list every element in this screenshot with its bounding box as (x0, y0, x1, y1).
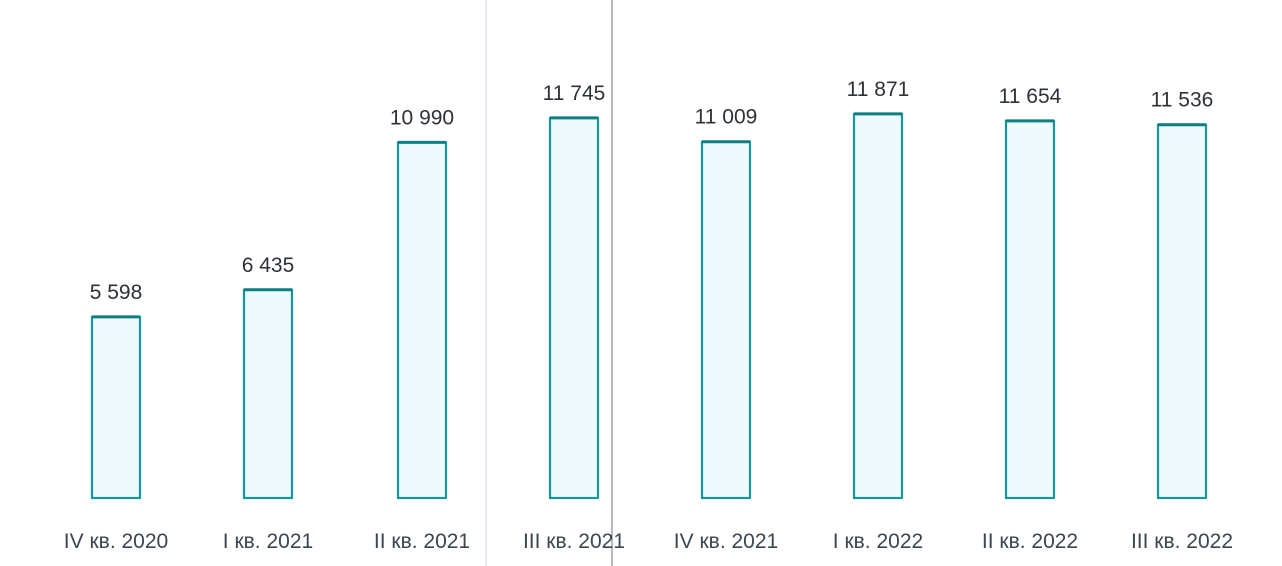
data-label-5: 11 009 (695, 106, 758, 129)
bar-7 (1006, 121, 1054, 498)
x-tick-label-8: III кв. 2022 (1131, 530, 1233, 553)
bar-2 (244, 290, 292, 498)
data-label-4: 11 745 (543, 82, 606, 105)
data-label-6: 11 871 (847, 78, 910, 101)
x-tick-label-4: III кв. 2021 (523, 530, 625, 553)
bar-8 (1158, 125, 1206, 498)
data-label-3: 10 990 (390, 106, 454, 129)
data-label-7: 11 654 (999, 85, 1062, 108)
x-tick-label-6: I кв. 2022 (833, 530, 923, 553)
x-tick-label-5: IV кв. 2021 (674, 530, 778, 553)
bar-6 (854, 114, 902, 498)
x-tick-label-1: IV кв. 2020 (64, 530, 168, 553)
x-tick-label-2: I кв. 2021 (223, 530, 313, 553)
bar-5 (702, 142, 750, 498)
x-tick-label-7: II кв. 2022 (982, 530, 1078, 553)
bar-1 (92, 317, 140, 498)
bar-4 (550, 118, 598, 498)
data-label-1: 5 598 (90, 281, 143, 304)
bar-3 (398, 142, 446, 498)
data-label-2: 6 435 (242, 254, 295, 277)
x-tick-label-3: II кв. 2021 (374, 530, 470, 553)
data-label-8: 11 536 (1151, 89, 1214, 112)
